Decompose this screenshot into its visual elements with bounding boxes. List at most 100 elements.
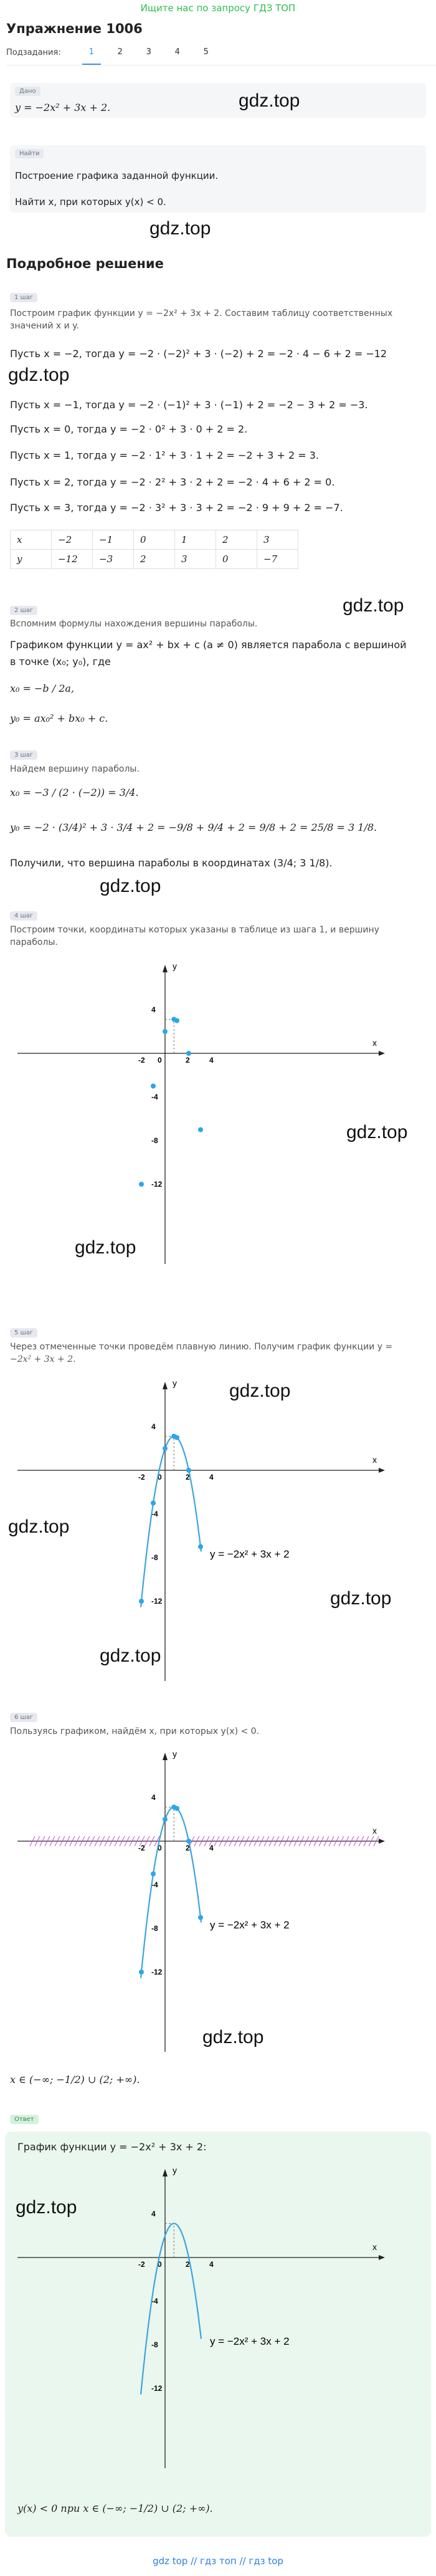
y-tick-label: -8 xyxy=(151,1553,158,1562)
negative-region-hatch xyxy=(368,1836,374,1847)
footer-links[interactable]: gdz top // гдз топ // гдз top xyxy=(153,2555,283,2567)
negative-region-hatch xyxy=(323,1836,329,1847)
data-point xyxy=(139,1970,144,1975)
y-tick-label: -4 xyxy=(151,1093,158,1101)
negative-region-hatch xyxy=(234,1836,240,1847)
negative-region-hatch xyxy=(129,1836,135,1847)
x-tick-label: -2 xyxy=(138,1473,145,1482)
data-point xyxy=(186,1468,191,1473)
negative-region-hatch xyxy=(239,1836,245,1847)
x-axis-arrow xyxy=(379,1839,385,1844)
tab-subtask-3[interactable]: 3 xyxy=(146,47,151,57)
y-axis-label: y xyxy=(173,2165,177,2175)
step-3-pill: 3 шаг xyxy=(10,750,38,760)
table-cell: 2 xyxy=(216,530,257,550)
x-tick-label: 0 xyxy=(158,1473,162,1482)
x-tick-label: 2 xyxy=(186,1473,190,1482)
negative-region-hatch xyxy=(298,1836,305,1847)
negative-region-hatch xyxy=(303,1836,310,1847)
negative-region-hatch xyxy=(268,1836,275,1847)
negative-region-hatch xyxy=(109,1836,115,1847)
find-card: Найти Построение графика заданной функци… xyxy=(10,145,426,213)
y-tick-label: -12 xyxy=(151,1180,163,1189)
negative-region-hatch xyxy=(124,1836,130,1847)
negative-region-hatch xyxy=(308,1836,315,1847)
parabola-curve xyxy=(140,1435,202,1607)
watermark: gdz.top xyxy=(8,365,70,385)
y-tick-label: 4 xyxy=(151,1422,156,1431)
table-row-y: y −12 −3 2 3 0 −7 xyxy=(10,549,298,569)
negative-region-hatch xyxy=(54,1836,60,1847)
negative-region-hatch xyxy=(363,1836,369,1847)
x-tick-label: 4 xyxy=(209,2260,214,2269)
negative-region-hatch xyxy=(254,1836,260,1847)
step-1-line-5: Пусть x = 2, тогда y = −2 · 2² + 3 · 2 +… xyxy=(10,476,335,488)
tab-subtask-4[interactable]: 4 xyxy=(174,47,180,57)
y-tick-label: -4 xyxy=(151,1510,158,1518)
x-axis-arrow xyxy=(379,1051,385,1056)
step-2-formula-x0: x₀ = −b / 2a, xyxy=(10,682,75,694)
points-graph: x y -2 0 2 4 4 -4 -8 -12 xyxy=(17,961,385,1264)
negative-region-hatch xyxy=(373,1836,379,1847)
negative-region-hatch xyxy=(39,1836,45,1847)
curve-label: y = −2x² + 3x + 2 xyxy=(210,1919,290,1931)
step-6-intro: Пользуясь графиком, найдём x, при которы… xyxy=(10,1726,260,1736)
step-3-intro: Найдем вершину параболы. xyxy=(10,764,140,774)
given-pill: Дано xyxy=(15,87,40,96)
table-cell: 1 xyxy=(174,530,216,550)
negative-region-hatch xyxy=(224,1836,230,1847)
y-axis-label: y xyxy=(173,1749,177,1759)
negative-region-hatch xyxy=(338,1836,344,1847)
y-tick-label: -12 xyxy=(151,1597,163,1606)
watermark: gdz.top xyxy=(100,876,161,896)
answer-title: График функции y = −2x² + 3x + 2: xyxy=(17,2141,207,2153)
y-tick-label: -4 xyxy=(151,2297,158,2305)
y-axis-arrow xyxy=(163,1753,168,1760)
negative-region-hatch xyxy=(209,1836,215,1847)
step-2-line-2: в точке (x₀; y₀), где xyxy=(10,656,111,668)
y-axis-arrow xyxy=(163,1382,168,1389)
x-tick-label: -2 xyxy=(138,2260,145,2269)
hatched-graph: x y -2 0 2 4 4 -4 -8 -12 y = −2x² + 3x + 2 xyxy=(17,1749,385,2052)
negative-region-hatch xyxy=(219,1836,225,1847)
tab-subtask-5[interactable]: 5 xyxy=(203,47,209,57)
answer-pill: Ответ xyxy=(10,2115,39,2124)
data-point xyxy=(163,1029,168,1034)
answer-result: y(x) < 0 при x ∈ (−∞; −1/2) ∪ (2; +∞). xyxy=(17,2502,213,2514)
negative-region-hatch xyxy=(313,1836,320,1847)
x-tick-label: 2 xyxy=(186,1056,190,1065)
search-hint-link[interactable]: Ищите нас по запросу ГДЗ ТОП xyxy=(140,2,296,14)
data-point xyxy=(163,1446,168,1451)
negative-region-hatch xyxy=(119,1836,125,1847)
curve-graph: x y -2 0 2 4 4 -4 -8 -12 y = −2x² + 3x + 2 xyxy=(17,1378,385,1681)
step-5-intro-2: −2x² + 3x + 2. xyxy=(10,1354,76,1364)
data-point xyxy=(174,1018,179,1023)
x-tick-label: 4 xyxy=(209,1056,214,1065)
data-point xyxy=(186,1839,191,1844)
negative-region-hatch xyxy=(288,1836,295,1847)
data-point xyxy=(198,1127,203,1132)
tab-subtask-2[interactable]: 2 xyxy=(117,47,123,57)
table-cell: y xyxy=(10,549,52,569)
tab-subtask-1[interactable]: 1 xyxy=(77,40,106,65)
y-tick-label: 4 xyxy=(151,1793,156,1802)
negative-region-hatch xyxy=(104,1836,110,1847)
subtasks-label: Подзадания: xyxy=(6,47,61,57)
step-1-line-6: Пусть x = 3, тогда y = −2 · 3² + 3 · 3 +… xyxy=(10,502,343,514)
data-point xyxy=(151,1871,156,1877)
answer-card xyxy=(5,2132,431,2537)
page-title: Упражнение 1006 xyxy=(6,21,143,36)
negative-region-hatch xyxy=(64,1836,70,1847)
negative-region-hatch xyxy=(204,1836,210,1847)
negative-region-hatch xyxy=(59,1836,65,1847)
negative-region-hatch xyxy=(263,1836,270,1847)
watermark: gdz.top xyxy=(202,2027,264,2047)
step-3-conclusion: Получили, что вершина параболы в координ… xyxy=(10,857,333,869)
negative-region-hatch xyxy=(94,1836,100,1847)
negative-region-hatch xyxy=(214,1836,220,1847)
negative-region-hatch xyxy=(74,1836,80,1847)
data-point xyxy=(139,1599,144,1604)
x-axis-label: x xyxy=(372,1455,377,1465)
data-point xyxy=(198,1544,203,1549)
find-task-graph: Построение графика заданной функции. xyxy=(15,170,219,181)
